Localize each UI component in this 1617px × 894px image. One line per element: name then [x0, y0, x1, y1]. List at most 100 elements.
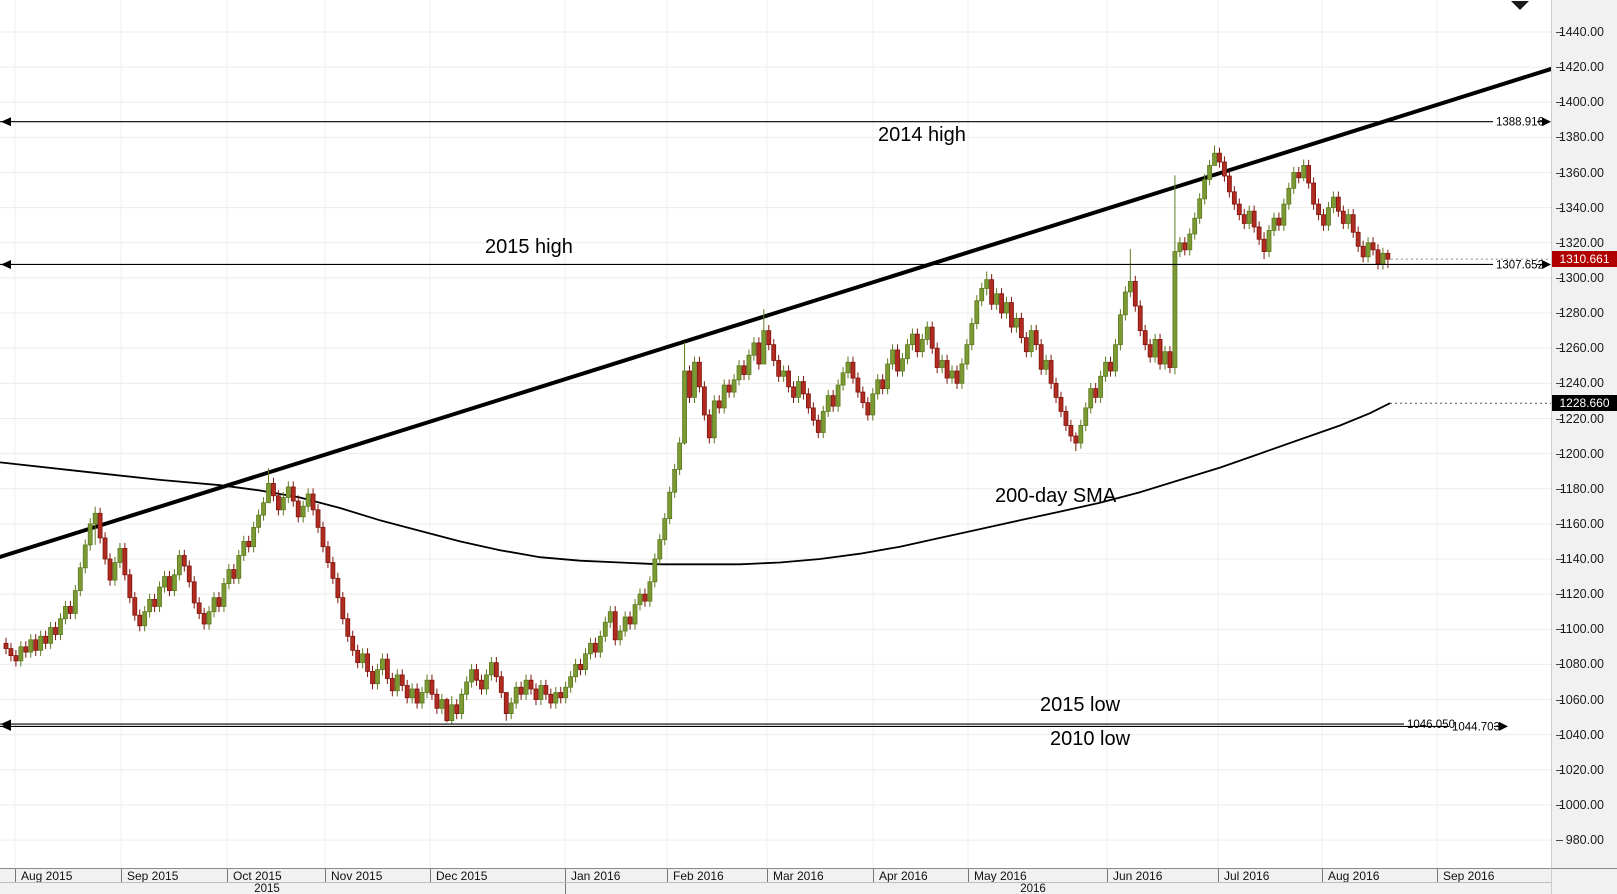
candle	[58, 618, 63, 635]
month-tick	[565, 869, 566, 882]
candle	[647, 581, 653, 602]
candle	[1316, 203, 1321, 216]
candle	[746, 354, 752, 375]
chart-annotation[interactable]: 2015 low	[1040, 694, 1121, 716]
candle	[870, 393, 876, 416]
candle	[1286, 187, 1292, 205]
chart-annotation[interactable]: 2010 low	[1050, 728, 1131, 750]
candle	[295, 500, 301, 518]
candle	[350, 635, 356, 651]
last-price-tag: 1310.661	[1552, 251, 1617, 267]
candle	[1118, 314, 1123, 346]
key-level-line[interactable]: 1307.652	[0, 259, 1551, 271]
candle	[518, 686, 524, 695]
tick-mark	[1556, 137, 1563, 139]
candle	[419, 692, 425, 704]
year-axis: 2015 2016	[0, 882, 1617, 894]
candle	[627, 616, 633, 625]
candle	[1192, 217, 1198, 235]
price-axis-label: 1080.00	[1558, 657, 1604, 672]
date-axis[interactable]: Aug 2015 Sep 2015 Oct 2015 Nov 2015 Dec 2015…	[0, 868, 1617, 883]
tick-mark	[1556, 488, 1563, 490]
price-axis[interactable]: 980.00 1000.00 1020.00 1040.00 1060.00 1080.0…	[1551, 0, 1617, 868]
candle	[652, 558, 658, 583]
candle	[835, 384, 841, 407]
candle	[444, 699, 450, 722]
candle	[548, 693, 554, 704]
candle	[692, 361, 697, 398]
candle	[1058, 396, 1064, 412]
left-arrow-icon	[1, 259, 11, 269]
axis-scroll-marker-icon[interactable]	[1511, 1, 1529, 10]
candle	[1033, 330, 1039, 346]
chart-annotation[interactable]: 2014 high	[878, 124, 966, 146]
price-axis-label: 1380.00	[1558, 130, 1604, 145]
candle	[701, 386, 707, 416]
candle	[1212, 152, 1217, 166]
candle	[672, 468, 678, 493]
level-price-label: 1307.652	[1496, 259, 1544, 271]
month-label: Sep 2016	[1443, 869, 1495, 883]
candles-layer	[3, 145, 1391, 725]
key-level-line[interactable]: 1046.050	[0, 719, 1455, 731]
candle	[310, 493, 316, 511]
candle	[900, 358, 905, 372]
key-level-line[interactable]: 1388.916	[0, 117, 1551, 129]
candle	[107, 558, 113, 581]
candle	[1281, 203, 1287, 226]
chart-annotation[interactable]: 200-day SMA	[995, 485, 1117, 507]
chart-plot-area[interactable]: 1388.916 1307.652 1046.050 1044.703 2014 hi…	[0, 0, 1551, 868]
candle	[573, 663, 578, 678]
candle	[142, 611, 148, 627]
candle	[1038, 344, 1044, 370]
candle	[1078, 425, 1084, 444]
candle	[424, 679, 430, 693]
candle	[588, 642, 593, 655]
trendline[interactable]	[0, 66, 1551, 560]
candle	[176, 555, 182, 576]
candle	[924, 326, 930, 340]
candle	[3, 642, 9, 649]
candle	[1261, 238, 1267, 252]
candle	[127, 574, 133, 599]
candle	[1375, 249, 1381, 265]
candle	[355, 649, 361, 664]
month-label: Apr 2016	[879, 869, 928, 883]
candle	[236, 555, 242, 579]
candle	[716, 400, 722, 409]
candle	[300, 505, 306, 518]
candle	[909, 333, 915, 346]
candle	[320, 526, 326, 548]
month-label: Jan 2016	[571, 869, 621, 883]
candle	[1236, 203, 1242, 216]
candle	[905, 344, 910, 360]
candle	[969, 323, 975, 346]
candle	[830, 395, 836, 407]
chart-annotation[interactable]: 2015 high	[485, 236, 573, 258]
candle	[206, 611, 212, 625]
candle	[1113, 344, 1118, 372]
tick-mark	[1556, 418, 1563, 420]
right-arrow-icon	[1542, 117, 1551, 127]
candle	[33, 639, 39, 651]
left-arrow-icon	[1, 117, 11, 127]
candle	[919, 339, 925, 353]
candle	[771, 344, 777, 361]
candle	[172, 574, 177, 592]
candle	[1004, 302, 1009, 314]
sma-value-tag: 1228.660	[1552, 395, 1617, 411]
candle	[1370, 242, 1376, 251]
candle	[568, 676, 574, 688]
candle	[865, 402, 871, 416]
sma-line[interactable]	[0, 402, 1391, 566]
candle	[464, 681, 470, 695]
candle	[949, 370, 955, 379]
candle	[38, 635, 44, 651]
candle	[1331, 196, 1336, 209]
candle	[583, 653, 588, 671]
candle	[706, 414, 712, 439]
candle	[1083, 407, 1089, 426]
key-level-line[interactable]: 1044.703	[0, 721, 1508, 733]
candle	[1222, 161, 1227, 177]
